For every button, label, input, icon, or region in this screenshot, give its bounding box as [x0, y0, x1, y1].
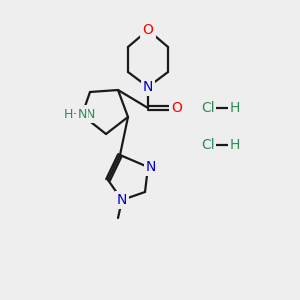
- Text: H: H: [64, 109, 73, 122]
- Text: N: N: [143, 80, 153, 94]
- Text: O: O: [172, 101, 182, 115]
- Text: H: H: [230, 101, 240, 115]
- Text: H: H: [69, 107, 78, 121]
- Text: N: N: [86, 107, 95, 121]
- Text: methyl: methyl: [116, 219, 120, 220]
- Text: Cl: Cl: [201, 138, 215, 152]
- Text: H: H: [230, 138, 240, 152]
- Text: O: O: [142, 23, 153, 37]
- Text: N: N: [117, 193, 127, 207]
- Text: Cl: Cl: [201, 101, 215, 115]
- Text: N: N: [77, 109, 87, 122]
- Text: N: N: [146, 160, 156, 174]
